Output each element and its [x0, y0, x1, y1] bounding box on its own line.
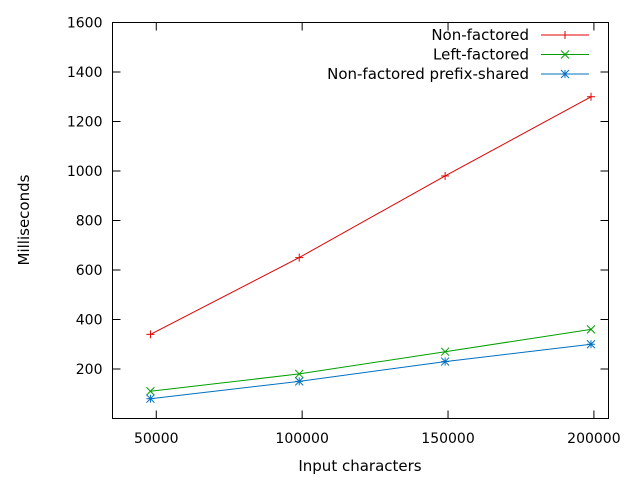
x-tick-label: 100000 — [275, 431, 328, 447]
y-tick-label: 200 — [76, 362, 103, 378]
y-tick-label: 400 — [76, 313, 103, 329]
legend-entry: Non-factored prefix-shared — [327, 65, 589, 83]
data-point — [586, 325, 596, 334]
y-tick-label: 1200 — [67, 115, 103, 131]
data-point — [146, 386, 155, 396]
data-point — [586, 92, 595, 101]
y-axis: 200 400 600 800 1000 1200 1400 1600 — [67, 16, 609, 378]
series-2 — [146, 339, 596, 404]
y-tick-label: 1000 — [67, 164, 103, 180]
series-0 — [146, 92, 595, 339]
x-axis-label: Input characters — [298, 457, 421, 475]
legend-marker — [561, 31, 569, 39]
data-point — [294, 377, 304, 386]
legend-label: Non-factored — [431, 26, 529, 44]
data-point — [294, 369, 304, 379]
data-point — [586, 339, 596, 349]
data-point — [295, 253, 304, 262]
x-tick-label: 150000 — [421, 431, 474, 447]
series-1 — [146, 325, 596, 396]
data-point — [440, 347, 450, 357]
y-axis-label: Milliseconds — [15, 174, 33, 265]
legend-label: Left-factored — [433, 46, 529, 64]
y-tick-label: 1600 — [67, 16, 103, 32]
legend-entry: Non-factored — [431, 26, 589, 44]
y-tick-label: 600 — [76, 263, 103, 279]
series-line — [150, 343, 592, 400]
series-line — [150, 96, 592, 335]
data-point — [146, 330, 155, 339]
data-point — [441, 171, 450, 180]
legend-entry: Left-factored — [433, 46, 589, 64]
x-tick-label: 50000 — [134, 431, 179, 447]
data-point — [146, 394, 155, 404]
x-tick-label: 200000 — [567, 431, 620, 447]
series-layer — [146, 92, 596, 404]
series-line — [150, 328, 592, 392]
legend-marker — [560, 50, 570, 59]
legend-label: Non-factored prefix-shared — [327, 65, 529, 83]
x-axis: 50000 100000 150000 200000 — [134, 22, 621, 447]
y-tick-label: 800 — [76, 214, 103, 230]
y-tick-label: 1400 — [67, 65, 103, 81]
legend-marker — [560, 69, 570, 79]
data-point — [440, 357, 450, 366]
